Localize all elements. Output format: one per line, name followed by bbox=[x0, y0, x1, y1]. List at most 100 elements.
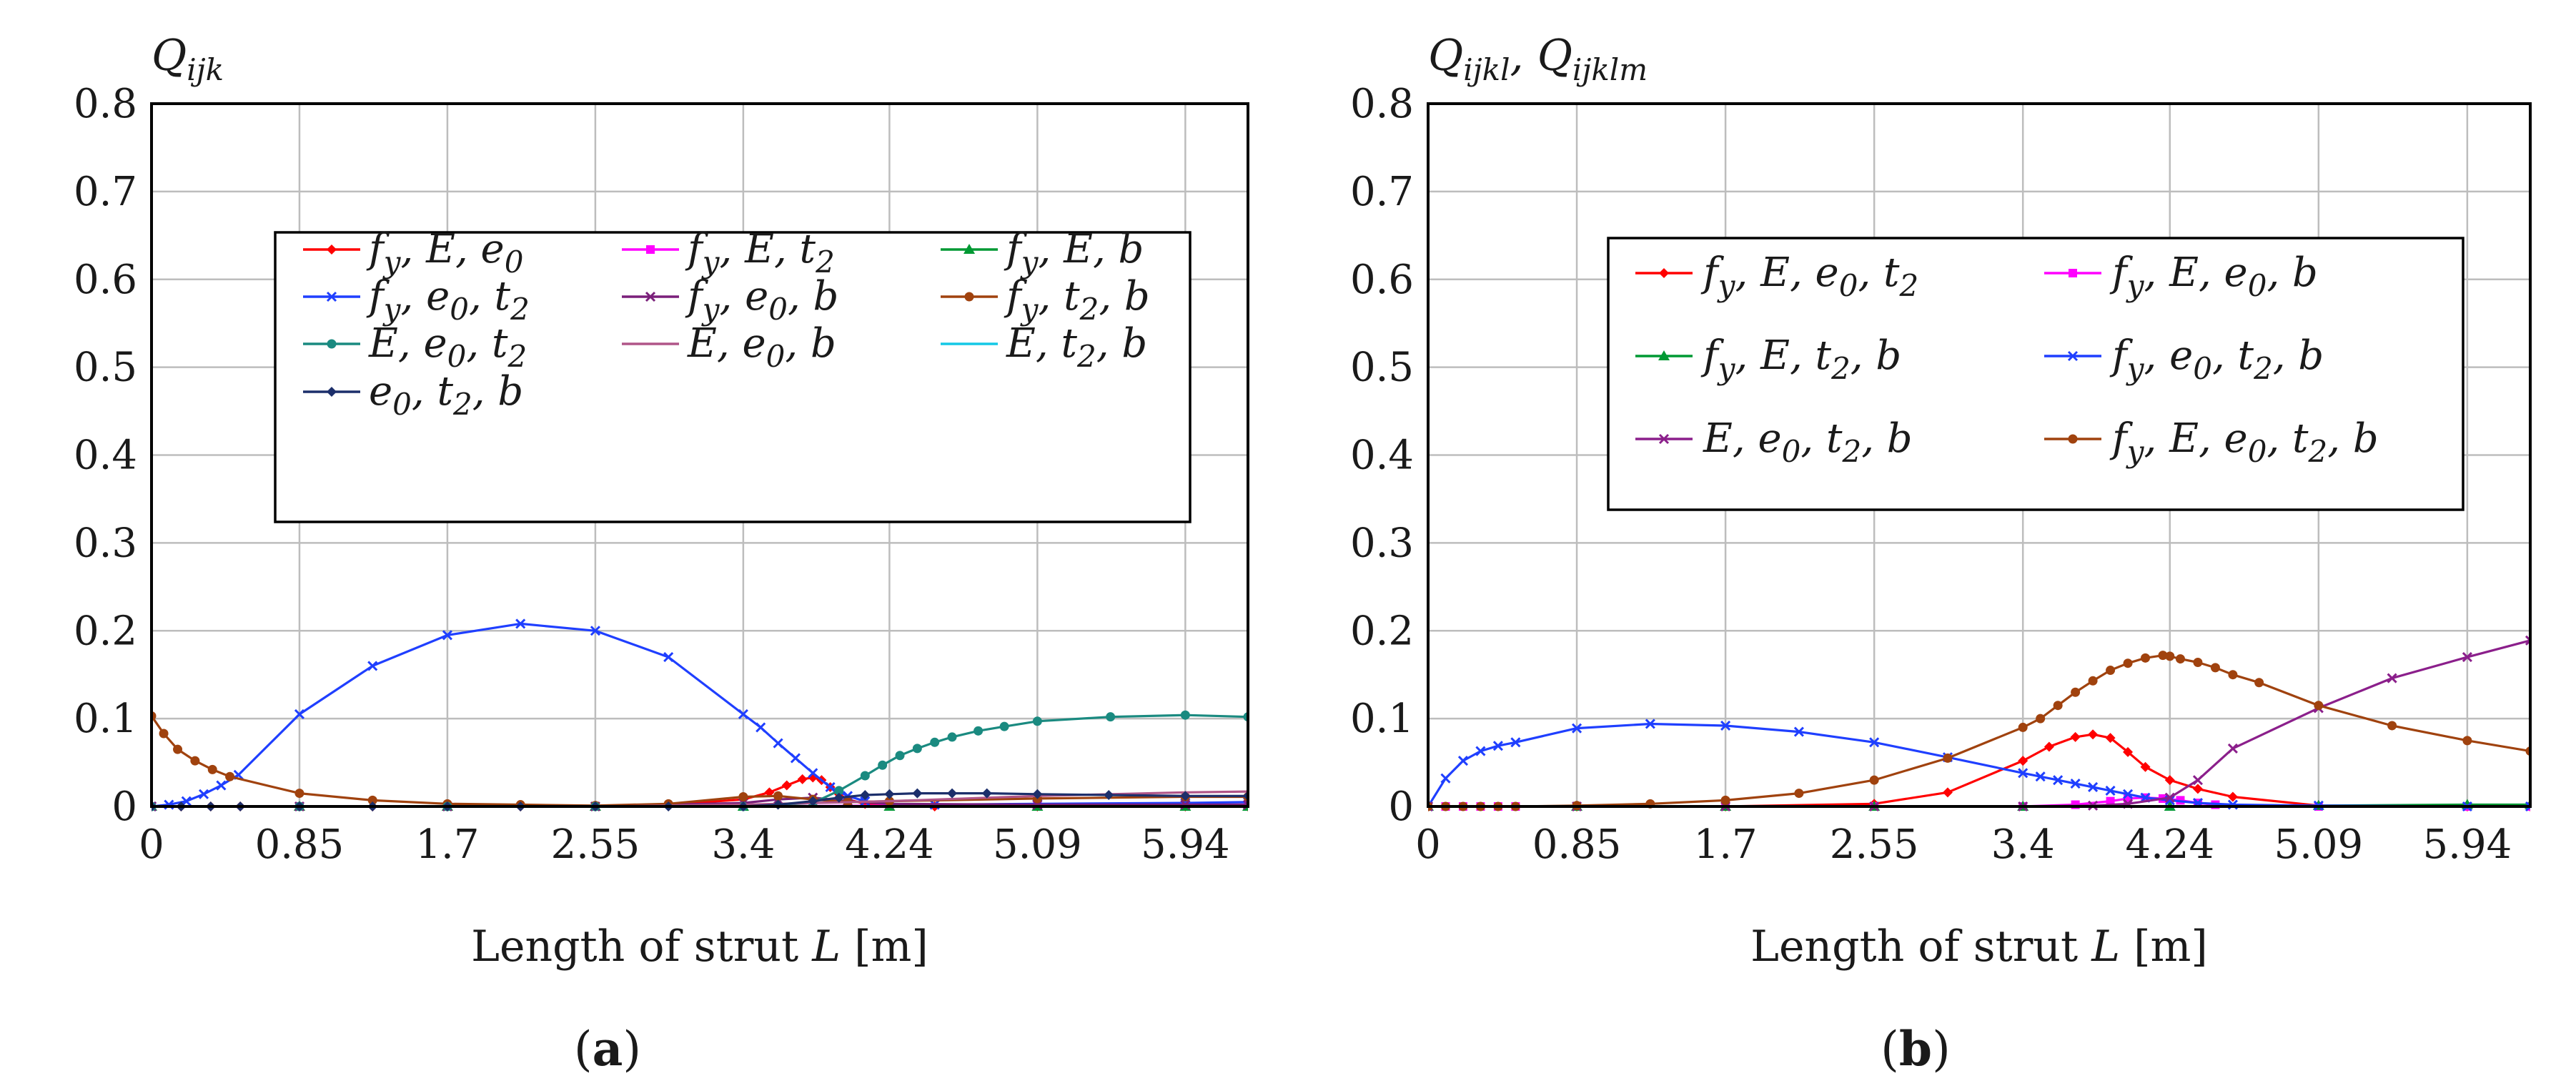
data-point bbox=[930, 737, 940, 747]
data-point bbox=[2018, 756, 2028, 766]
data-point bbox=[2105, 785, 2116, 796]
data-point bbox=[947, 788, 958, 799]
legend: fy, E, e0, t2 fy, E, e0, bfy, E, t2, b fy,… bbox=[1607, 237, 2464, 511]
legend-label: fy, e0, b bbox=[685, 273, 838, 327]
data-point bbox=[1510, 737, 1521, 748]
legend-marker bbox=[327, 339, 337, 349]
data-point bbox=[2140, 761, 2151, 772]
y-tick-label: 0.5 bbox=[74, 345, 137, 391]
legend-label: e0, t2, b bbox=[369, 368, 523, 422]
data-point bbox=[294, 709, 305, 720]
legend-entry: E, e0, t2 bbox=[303, 320, 527, 374]
x-tick-label: 4.24 bbox=[845, 821, 934, 868]
panel-label: (a) bbox=[574, 1021, 641, 1077]
data-point bbox=[756, 722, 766, 733]
data-point bbox=[2227, 743, 2238, 754]
x-tick-label: 3.4 bbox=[1991, 821, 2055, 868]
legend-entry: fy, e0, t2 bbox=[303, 273, 530, 327]
data-point bbox=[2192, 775, 2204, 786]
x-tick-label: 1.7 bbox=[415, 821, 479, 868]
data-point bbox=[367, 661, 378, 671]
y-tick-label: 0 bbox=[1388, 784, 1414, 830]
y-tick-label: 0.3 bbox=[1350, 520, 1414, 566]
x-tick-label: 5.94 bbox=[1141, 821, 1230, 868]
data-point bbox=[738, 709, 748, 720]
data-point bbox=[2070, 778, 2081, 789]
x-tick-label: 5.09 bbox=[2274, 821, 2363, 868]
legend-label: fy, E, e0, t2, b bbox=[2109, 415, 2379, 469]
y-tick-label: 0.1 bbox=[74, 696, 137, 742]
data-point bbox=[442, 630, 452, 641]
series-layer bbox=[152, 618, 1248, 812]
legend-entry: e0, t2, b bbox=[303, 368, 523, 422]
data-point bbox=[2254, 678, 2264, 688]
data-point bbox=[198, 789, 209, 799]
data-point bbox=[1475, 746, 1486, 756]
data-point bbox=[974, 726, 984, 736]
data-point bbox=[1104, 790, 1114, 801]
y-tick-label: 0.5 bbox=[1350, 345, 1414, 391]
series-line-1 bbox=[1428, 733, 2530, 808]
data-point bbox=[2088, 676, 2098, 686]
data-point bbox=[738, 791, 748, 801]
data-point bbox=[1869, 737, 1880, 748]
legend-marker bbox=[964, 292, 974, 302]
x-tick-label: 4.24 bbox=[2125, 821, 2214, 868]
data-point bbox=[2106, 666, 2116, 676]
y-tick-label: 0.8 bbox=[74, 81, 137, 127]
data-point bbox=[1032, 789, 1043, 799]
legend-entry: fy, e0, b bbox=[622, 273, 838, 327]
data-point bbox=[2387, 721, 2397, 731]
data-point bbox=[790, 753, 801, 764]
legend-entry: fy, E, e0, t2 bbox=[1635, 250, 1918, 303]
data-point bbox=[1457, 756, 1469, 766]
legend-marker bbox=[963, 244, 975, 254]
data-point bbox=[1106, 712, 1116, 722]
y-tick-label: 0.6 bbox=[74, 257, 137, 303]
plot-frame bbox=[150, 102, 1249, 808]
data-point bbox=[947, 732, 957, 742]
data-point bbox=[2164, 792, 2175, 803]
x-axis-label: Length of strut L [m] bbox=[1750, 922, 2208, 972]
y-tick-label: 0.3 bbox=[74, 520, 137, 566]
series-line-5 bbox=[1428, 639, 2530, 808]
data-point bbox=[2462, 652, 2472, 663]
x-tick-label: 2.55 bbox=[1830, 821, 1919, 868]
series-line-7 bbox=[152, 714, 1248, 808]
legend-marker bbox=[327, 245, 337, 255]
legend-marker bbox=[1658, 433, 1670, 445]
legend-marker bbox=[326, 291, 337, 302]
data-point bbox=[981, 788, 992, 799]
data-point bbox=[884, 789, 895, 799]
y-tick-label: 0.7 bbox=[74, 169, 137, 215]
legend-label: E, e0, t2 bbox=[368, 320, 527, 374]
data-point bbox=[2462, 736, 2472, 746]
y-tick-label: 0.8 bbox=[1350, 81, 1414, 127]
data-point bbox=[797, 774, 808, 784]
x-tick-label: 2.55 bbox=[551, 821, 640, 868]
legend-marker bbox=[1659, 268, 1669, 278]
data-point bbox=[2122, 789, 2134, 799]
data-point bbox=[2018, 722, 2028, 732]
data-point bbox=[781, 780, 792, 791]
chart-panel-b: 0 0.1 0.2 0.3 0.4 0.5 0.6 0.7 0.8 0 0.85 1.7 2.55 3.4… bbox=[1350, 31, 2532, 1077]
legend-entry: E, e0, b bbox=[622, 320, 836, 374]
legend-entry: fy, E, t2 bbox=[622, 226, 835, 280]
legend-entry: fy, t2, b bbox=[941, 273, 1150, 327]
data-point bbox=[1869, 775, 1879, 785]
x-tick-label: 5.94 bbox=[2423, 821, 2512, 868]
data-point bbox=[207, 764, 217, 774]
legend-label: E, e0, b bbox=[687, 320, 836, 374]
data-point bbox=[808, 796, 818, 806]
legend-marker bbox=[2068, 434, 2078, 444]
data-point bbox=[2227, 791, 2238, 802]
y-tick-label: 0.6 bbox=[1350, 257, 1414, 303]
legend-label: E, e0, t2, b bbox=[1703, 415, 1913, 469]
data-point bbox=[2123, 746, 2134, 757]
data-point bbox=[2071, 687, 2081, 697]
data-point bbox=[773, 738, 783, 749]
x-tick-label: 0 bbox=[139, 821, 164, 868]
data-point bbox=[2158, 651, 2168, 661]
data-point bbox=[2387, 673, 2397, 683]
